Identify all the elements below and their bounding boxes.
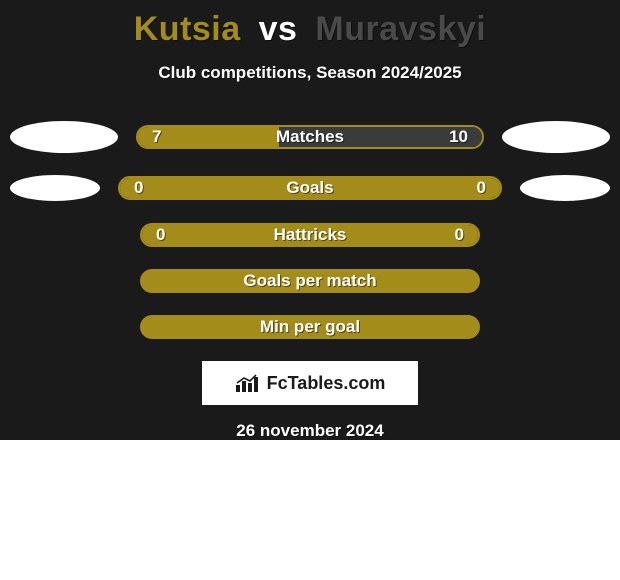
stat-row: Goals per match (140, 269, 480, 293)
stat-label: Matches (276, 127, 344, 147)
player1-name: Kutsia (134, 10, 241, 48)
stat-left-value: 0 (134, 178, 143, 198)
player1-avatar (10, 175, 100, 201)
page-title: Kutsia vs Muravskyi (0, 0, 620, 49)
stat-bar: 0 Hattricks 0 (140, 223, 480, 247)
stat-right-value: 0 (455, 225, 464, 245)
stat-row: 0 Hattricks 0 (140, 223, 480, 247)
stat-bar: 7 Matches 10 (136, 125, 484, 149)
stat-row: 7 Matches 10 (10, 121, 610, 153)
stat-right-value: 0 (477, 178, 486, 198)
stat-label: Hattricks (274, 225, 347, 245)
stat-row: 0 Goals 0 (10, 175, 610, 201)
vs-text: vs (251, 10, 306, 48)
date-text: 26 november 2024 (0, 421, 620, 441)
player2-name: Muravskyi (315, 10, 486, 48)
stat-bar: 0 Goals 0 (118, 176, 502, 200)
stat-label: Goals (286, 178, 333, 198)
subtitle: Club competitions, Season 2024/2025 (0, 63, 620, 83)
logo-text: FcTables.com (267, 373, 386, 394)
player2-avatar (520, 175, 610, 201)
stat-label: Goals per match (243, 271, 376, 291)
logo-box: FcTables.com (202, 361, 418, 405)
stat-right-value: 10 (449, 127, 468, 147)
stat-left-value: 7 (152, 127, 161, 147)
player1-avatar (10, 121, 118, 153)
stat-label: Min per goal (260, 317, 360, 337)
player2-avatar (502, 121, 610, 153)
stat-left-value: 0 (156, 225, 165, 245)
stat-bar: Goals per match (140, 269, 480, 293)
stat-row: Min per goal (140, 315, 480, 339)
chart-icon (235, 373, 261, 393)
stats-panel: Kutsia vs Muravskyi Club competitions, S… (0, 0, 620, 440)
stat-bar: Min per goal (140, 315, 480, 339)
stats-rows: 7 Matches 10 0 Goals 0 0 Hattricks 0 Goals per ma… (0, 121, 620, 339)
